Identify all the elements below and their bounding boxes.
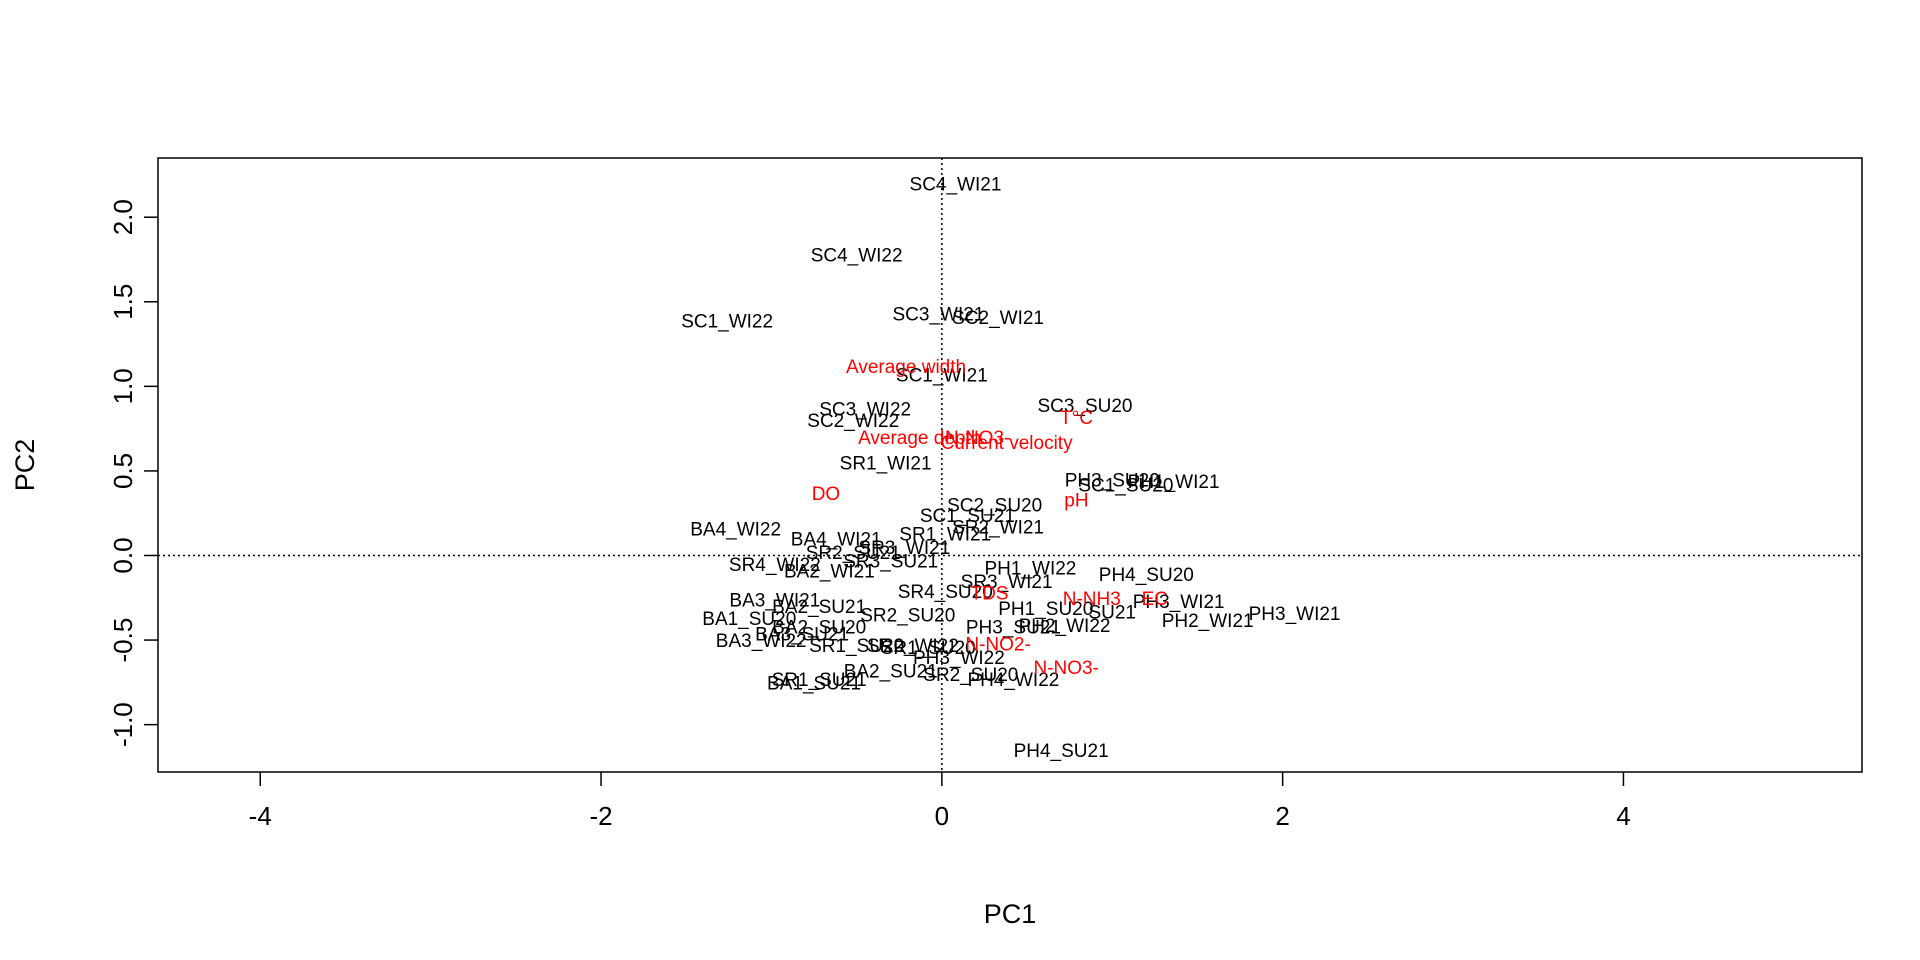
y-tick-label: 2.0 bbox=[108, 199, 138, 235]
site-label: BA4_WI21 bbox=[791, 530, 882, 551]
y-tick-label: 1.0 bbox=[108, 368, 138, 404]
plot-frame bbox=[157, 157, 1863, 773]
site-label: BA2_WI21 bbox=[784, 562, 875, 583]
site-label: SC2_WI21 bbox=[952, 308, 1044, 329]
site-label: PH3_WI21 bbox=[1249, 604, 1341, 625]
site-label: PH3_SU21 bbox=[966, 618, 1061, 639]
site-label: SR1_SU20 bbox=[881, 638, 976, 659]
y-tick-label: 0.5 bbox=[108, 453, 138, 489]
reference-lines bbox=[158, 158, 1862, 772]
site-label: PH3_SU20 bbox=[1065, 470, 1160, 491]
site-label: PH3_WI21 bbox=[1133, 592, 1225, 613]
variable-label: N-NH3 bbox=[1063, 589, 1121, 610]
variable-label: EC bbox=[1142, 589, 1168, 610]
y-tick-label: -1.0 bbox=[108, 702, 138, 747]
site-label: PH3_WI22 bbox=[913, 648, 1005, 669]
variable-label: Average depth bbox=[858, 428, 981, 449]
y-axis-title: PC2 bbox=[10, 439, 40, 492]
site-label: SC2_SU20 bbox=[947, 496, 1042, 517]
site-label: SC1_WI22 bbox=[681, 311, 773, 332]
x-axis-title: PC1 bbox=[984, 899, 1037, 929]
variable-label: pH bbox=[1064, 491, 1088, 512]
site-label: SC1_SU20 bbox=[1078, 475, 1173, 496]
site-label: SC1_WI21 bbox=[896, 366, 988, 387]
site-label: SC4_WI22 bbox=[811, 245, 903, 266]
site-label: PH1_WI22 bbox=[985, 558, 1077, 579]
site-label: SR1_SU20 bbox=[809, 636, 904, 657]
site-label: SR2_SU20 bbox=[860, 606, 955, 627]
site-label: PH1_SU20 bbox=[998, 599, 1093, 620]
site-label: PH1_WI21 bbox=[1128, 472, 1220, 493]
site-label: SR2_SU20 bbox=[923, 665, 1018, 686]
x-tick-label: -2 bbox=[589, 801, 612, 831]
y-axis: -1.0 -0.5 0.0 0.5 1.0 1.5 2.0 bbox=[108, 199, 158, 747]
variable-label: TDS bbox=[971, 584, 1009, 605]
site-label: BA1_SU20 bbox=[702, 609, 796, 630]
site-labels: SC4_WI21 SC4_WI22 SC1_WI22 SC3_WI21SC2_WI21… bbox=[681, 174, 1340, 762]
variable-label: Current velocity bbox=[941, 433, 1073, 454]
site-label: BA2_SU20 bbox=[772, 618, 866, 639]
site-label: SR2_WI21 bbox=[952, 518, 1044, 539]
site-label: SC3_WI21 bbox=[892, 305, 984, 326]
site-label: SR3_WI21 bbox=[961, 572, 1053, 593]
site-label: SU21 bbox=[1088, 602, 1136, 623]
y-tick-label: 1.5 bbox=[108, 284, 138, 320]
site-label: SR1_WI21 bbox=[840, 453, 932, 474]
site-label: SR2_WI22 bbox=[867, 636, 959, 657]
site-label: PH4_SU21 bbox=[1014, 741, 1109, 762]
site-label: SR4_SU20 bbox=[898, 582, 993, 603]
site-label: BA3_WI21 bbox=[729, 590, 820, 611]
variable-label: N-NO3- bbox=[945, 428, 1010, 449]
site-label: BA4_WI22 bbox=[690, 519, 781, 540]
site-label: SR3_WI21 bbox=[858, 538, 950, 559]
site-label: SR3_SU21 bbox=[843, 552, 938, 573]
variable-label: DO bbox=[812, 484, 841, 505]
variable-label: Average width bbox=[846, 357, 966, 378]
x-tick-label: -4 bbox=[249, 801, 272, 831]
y-tick-label: -0.5 bbox=[108, 618, 138, 663]
site-label: SC4_WI21 bbox=[910, 174, 1002, 195]
site-label: SR2_SU21 bbox=[806, 543, 901, 564]
site-label: BA2_SU21 bbox=[772, 597, 866, 618]
x-tick-label: 0 bbox=[935, 801, 949, 831]
site-label: SC3_SU20 bbox=[1037, 396, 1132, 417]
site-label: SR1_SU21 bbox=[772, 670, 867, 691]
x-axis: -4 -2 0 2 4 bbox=[249, 772, 1631, 831]
site-label: SC1_SU21 bbox=[920, 506, 1015, 527]
site-label: SR1_WI21 bbox=[899, 525, 991, 546]
variable-label: T°C bbox=[1060, 408, 1093, 429]
site-label: PH2_WI22 bbox=[1019, 616, 1111, 637]
x-tick-label: 2 bbox=[1275, 801, 1289, 831]
site-label: BA2_SU21 bbox=[844, 662, 938, 683]
site-label: BA3_SU21 bbox=[755, 624, 849, 645]
y-tick-label: 0.0 bbox=[108, 537, 138, 573]
site-label: SC2_WI22 bbox=[807, 411, 899, 432]
site-label: PH4_SU20 bbox=[1099, 565, 1194, 586]
site-label: BA1_SU21 bbox=[767, 673, 861, 694]
site-label: SC3_WI22 bbox=[819, 399, 911, 420]
site-label: PH4_WI22 bbox=[967, 670, 1059, 691]
variable-label: N-NO2- bbox=[965, 634, 1030, 655]
site-label: SR4_WI22 bbox=[729, 555, 821, 576]
site-label: PH2_WI21 bbox=[1162, 611, 1254, 632]
x-tick-label: 4 bbox=[1616, 801, 1630, 831]
site-label: BA3_WI22 bbox=[716, 631, 807, 652]
variable-label: N-NO3- bbox=[1034, 658, 1099, 679]
